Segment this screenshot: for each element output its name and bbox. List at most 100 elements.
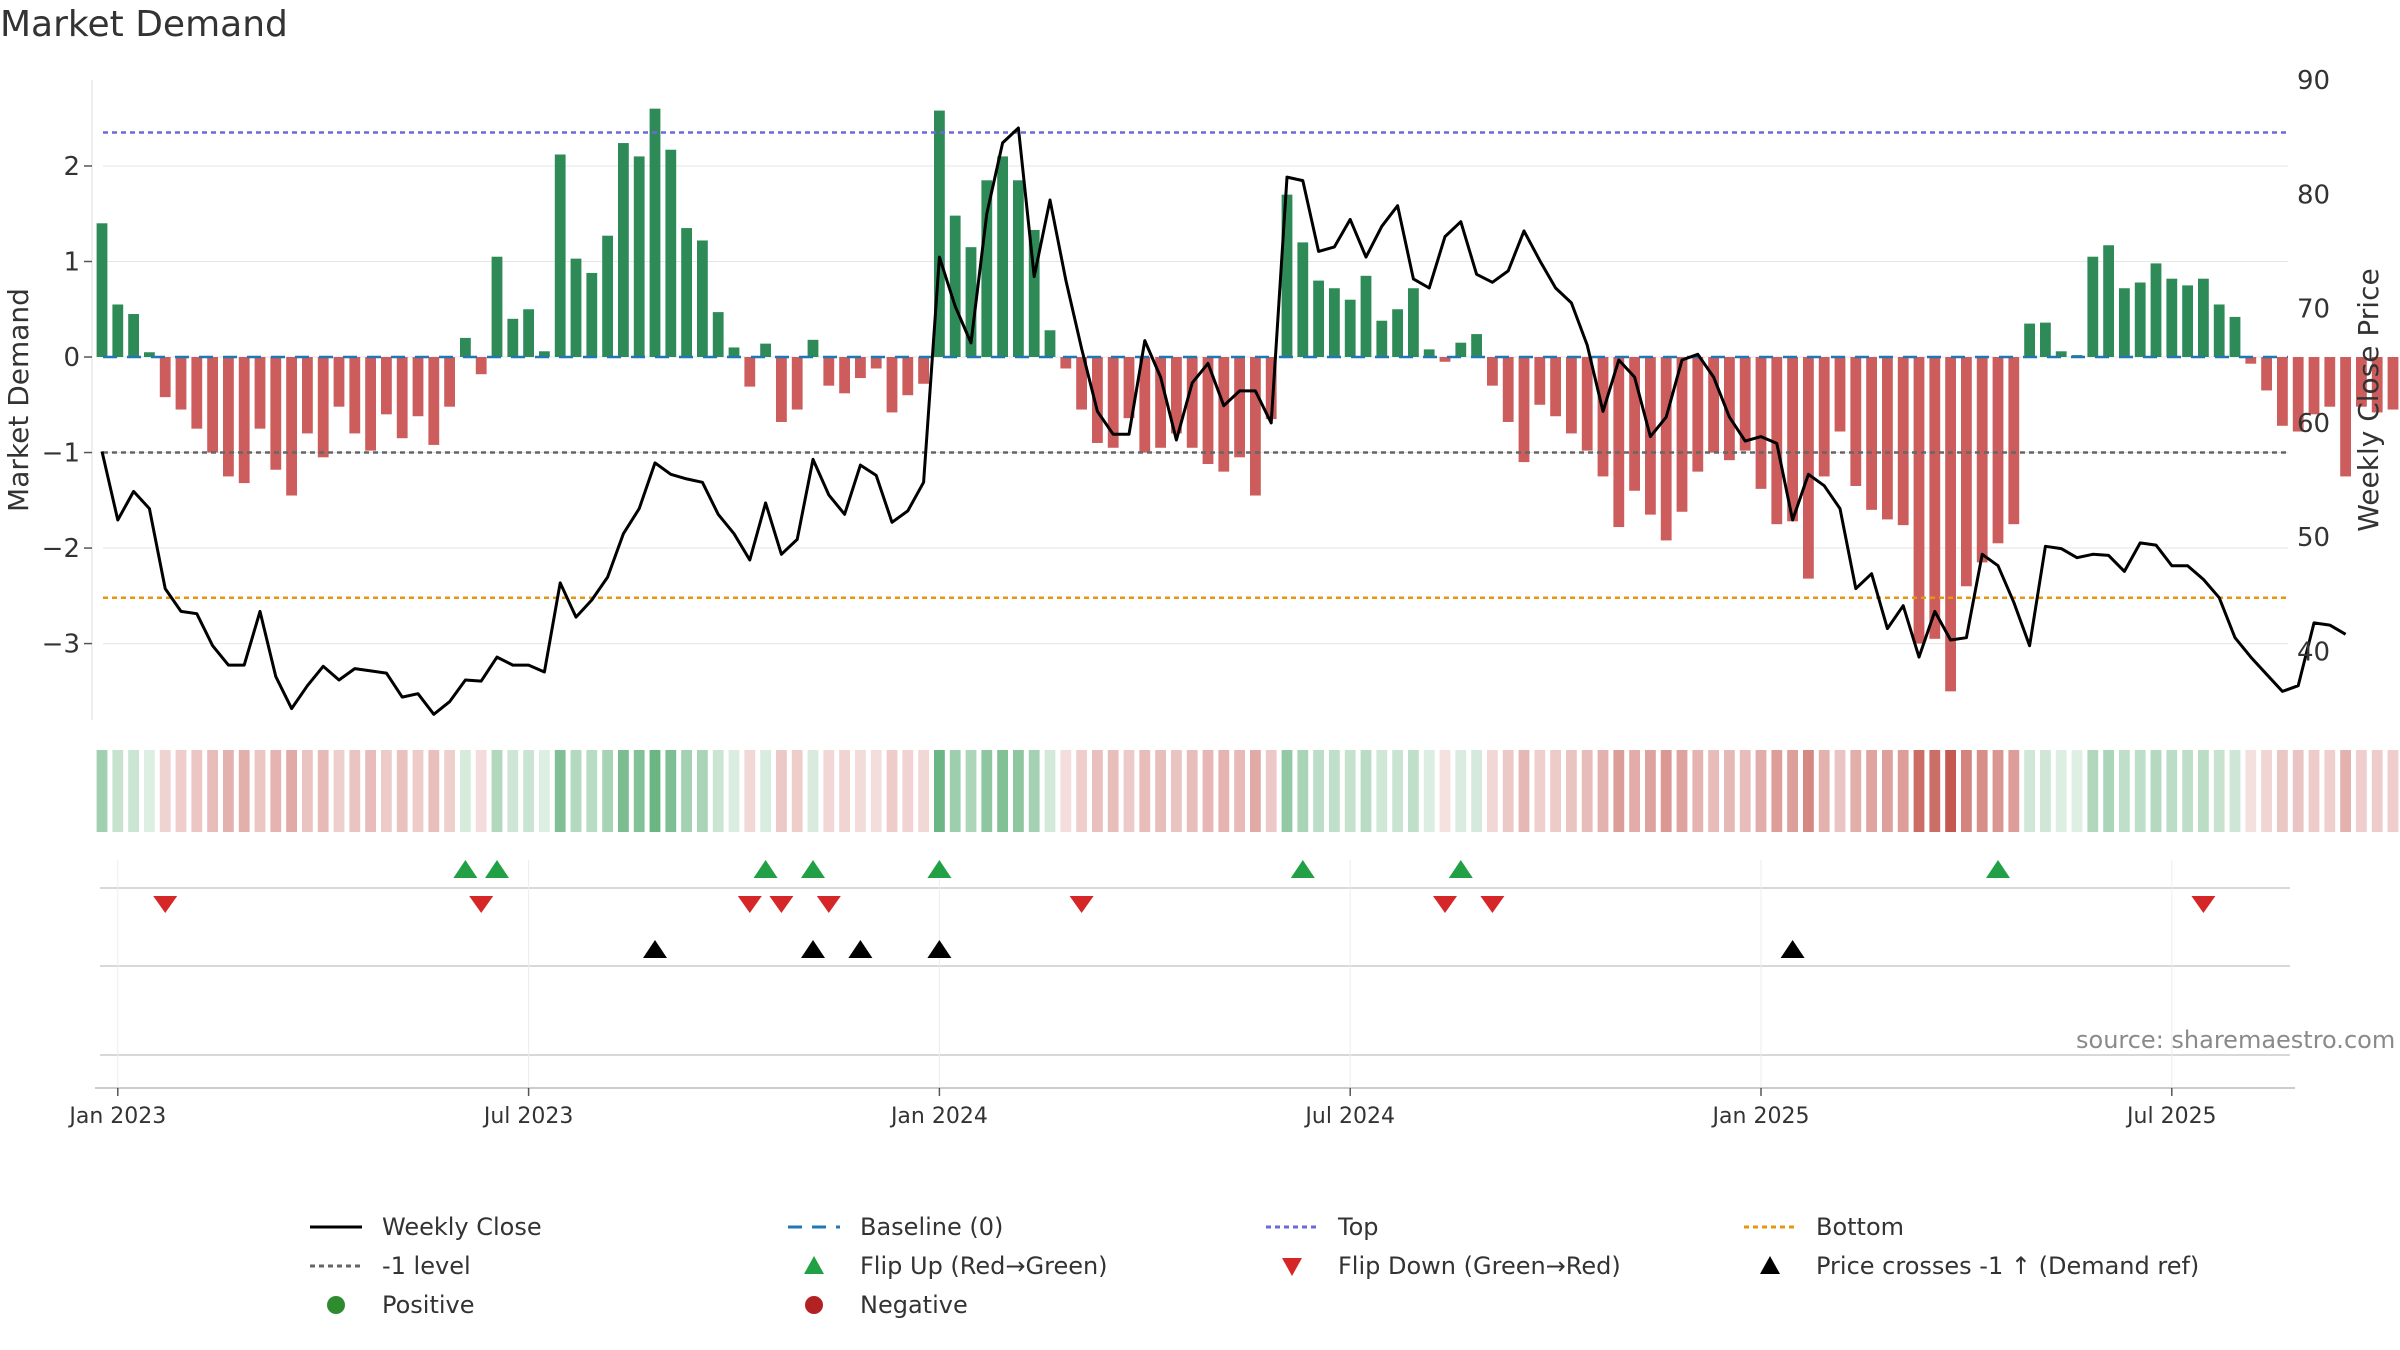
demand-bar [1803, 357, 1814, 579]
demand-bar [665, 149, 677, 358]
demand-bar [1423, 349, 1435, 358]
legend-item-baseline: Baseline (0) [778, 1210, 1256, 1243]
y2-axis-label: Weekly Close Price [2352, 268, 2385, 531]
strip-cell [159, 750, 171, 832]
demand-bar [918, 357, 929, 384]
strip-cell [1755, 750, 1767, 832]
strip-cell [1234, 750, 1245, 832]
flip-down-marker [1480, 896, 1505, 913]
demand-bar [602, 235, 613, 358]
strip-cell [1044, 750, 1056, 832]
demand-bar [428, 357, 440, 445]
demand-bar [1439, 357, 1451, 362]
legend-label-flip-down: Flip Down (Green→Red) [1338, 1251, 1621, 1280]
demand-bar [2292, 357, 2304, 432]
demand-bar [1929, 357, 1941, 639]
demand-bar [2150, 263, 2162, 358]
demand-bar [444, 357, 455, 407]
strip-cell [870, 750, 882, 832]
demand-bar [1613, 357, 1625, 528]
demand-bar [934, 110, 945, 358]
demand-bar [2229, 316, 2241, 358]
flip-up-marker [1986, 860, 2010, 878]
strip-cell [1218, 750, 1230, 832]
demand-bar [697, 240, 708, 358]
strip-cell [1155, 750, 1166, 832]
strip-cell [618, 750, 629, 832]
strip-cell [1976, 750, 1988, 832]
strip-cell [2371, 750, 2383, 832]
strip-cell [1265, 750, 1277, 832]
demand-bar [317, 357, 329, 458]
demand-bar [270, 357, 282, 470]
strip-cell [1313, 750, 1324, 832]
market-demand-chart: 2 1 0 −1 −2 −3 90 80 70 60 50 40 Market Demand Weekly… [2, 66, 2399, 1129]
cross-up-marker [643, 940, 667, 958]
strip-cell [1455, 750, 1467, 832]
strip-cell [1281, 750, 1293, 832]
legend-label-negative: Negative [860, 1290, 968, 1319]
y-tick-label: 1 [63, 247, 80, 277]
flip-up-triangle-icon [804, 1255, 824, 1274]
demand-bar [381, 357, 392, 415]
strip-cell [349, 750, 361, 832]
strip-cell [1818, 750, 1830, 832]
demand-bar [2387, 357, 2399, 410]
demand-bar [1123, 357, 1135, 419]
flip-up-marker [453, 860, 478, 878]
strip-cell [1913, 750, 1925, 832]
demand-bar [1739, 357, 1751, 451]
strip-cell [396, 750, 408, 832]
strip-cell [1171, 750, 1182, 832]
strip-cell [2261, 750, 2272, 832]
demand-bar [2245, 357, 2257, 364]
demand-bar [554, 154, 566, 358]
demand-bar [191, 357, 203, 429]
signal-rows [100, 860, 2290, 1090]
demand-bar [1297, 242, 1309, 358]
strip-cell [1534, 750, 1546, 832]
demand-bar [1834, 357, 1846, 432]
strip-cell [1724, 750, 1735, 832]
demand-bar [1961, 357, 1972, 587]
legend-item-flip-up: Flip Up (Red→Green) [778, 1249, 1256, 1282]
strip-cell [1739, 750, 1751, 832]
strip-cell [1439, 750, 1451, 832]
demand-bar [1882, 357, 1893, 520]
flip-down-marker [816, 896, 841, 913]
demand-bar [1171, 357, 1182, 434]
strip-cell [791, 750, 803, 832]
negative-dot-icon [805, 1295, 823, 1314]
demand-bar [839, 357, 850, 394]
flip-down-marker [2191, 896, 2216, 913]
demand-bar [2308, 357, 2320, 415]
cross-up-triangle-icon [1760, 1255, 1780, 1274]
strip-cell [1613, 750, 1625, 832]
strip-cell [2229, 750, 2241, 832]
strip-cell [381, 750, 392, 832]
strip-cell [1929, 750, 1941, 832]
legend-label-positive: Positive [382, 1290, 475, 1319]
cross-up-marker [1780, 940, 1805, 958]
strip-cell [1013, 750, 1024, 832]
legend-label-weekly-close: Weekly Close [382, 1212, 542, 1241]
demand-bar [1313, 280, 1324, 358]
flip-up-marker [1290, 860, 1315, 878]
demand-bar [507, 318, 519, 358]
demand-bar [618, 143, 629, 358]
demand-bar [1692, 357, 1704, 472]
strip-cell [1139, 750, 1151, 832]
legend-item-top: Top [1256, 1210, 1734, 1243]
strip-cell [965, 750, 977, 832]
demand-bar [2103, 245, 2114, 358]
strip-cell [191, 750, 203, 832]
strip-cell [1202, 750, 1214, 832]
legend-label-top: Top [1338, 1212, 1379, 1241]
strip-cell [1676, 750, 1688, 832]
demand-bar [760, 343, 771, 358]
demand-bar [2356, 357, 2367, 407]
flip-down-marker [469, 896, 494, 913]
strip-cell [2166, 750, 2178, 832]
strip-cell [1787, 750, 1798, 832]
demand-bar [1250, 357, 1261, 496]
